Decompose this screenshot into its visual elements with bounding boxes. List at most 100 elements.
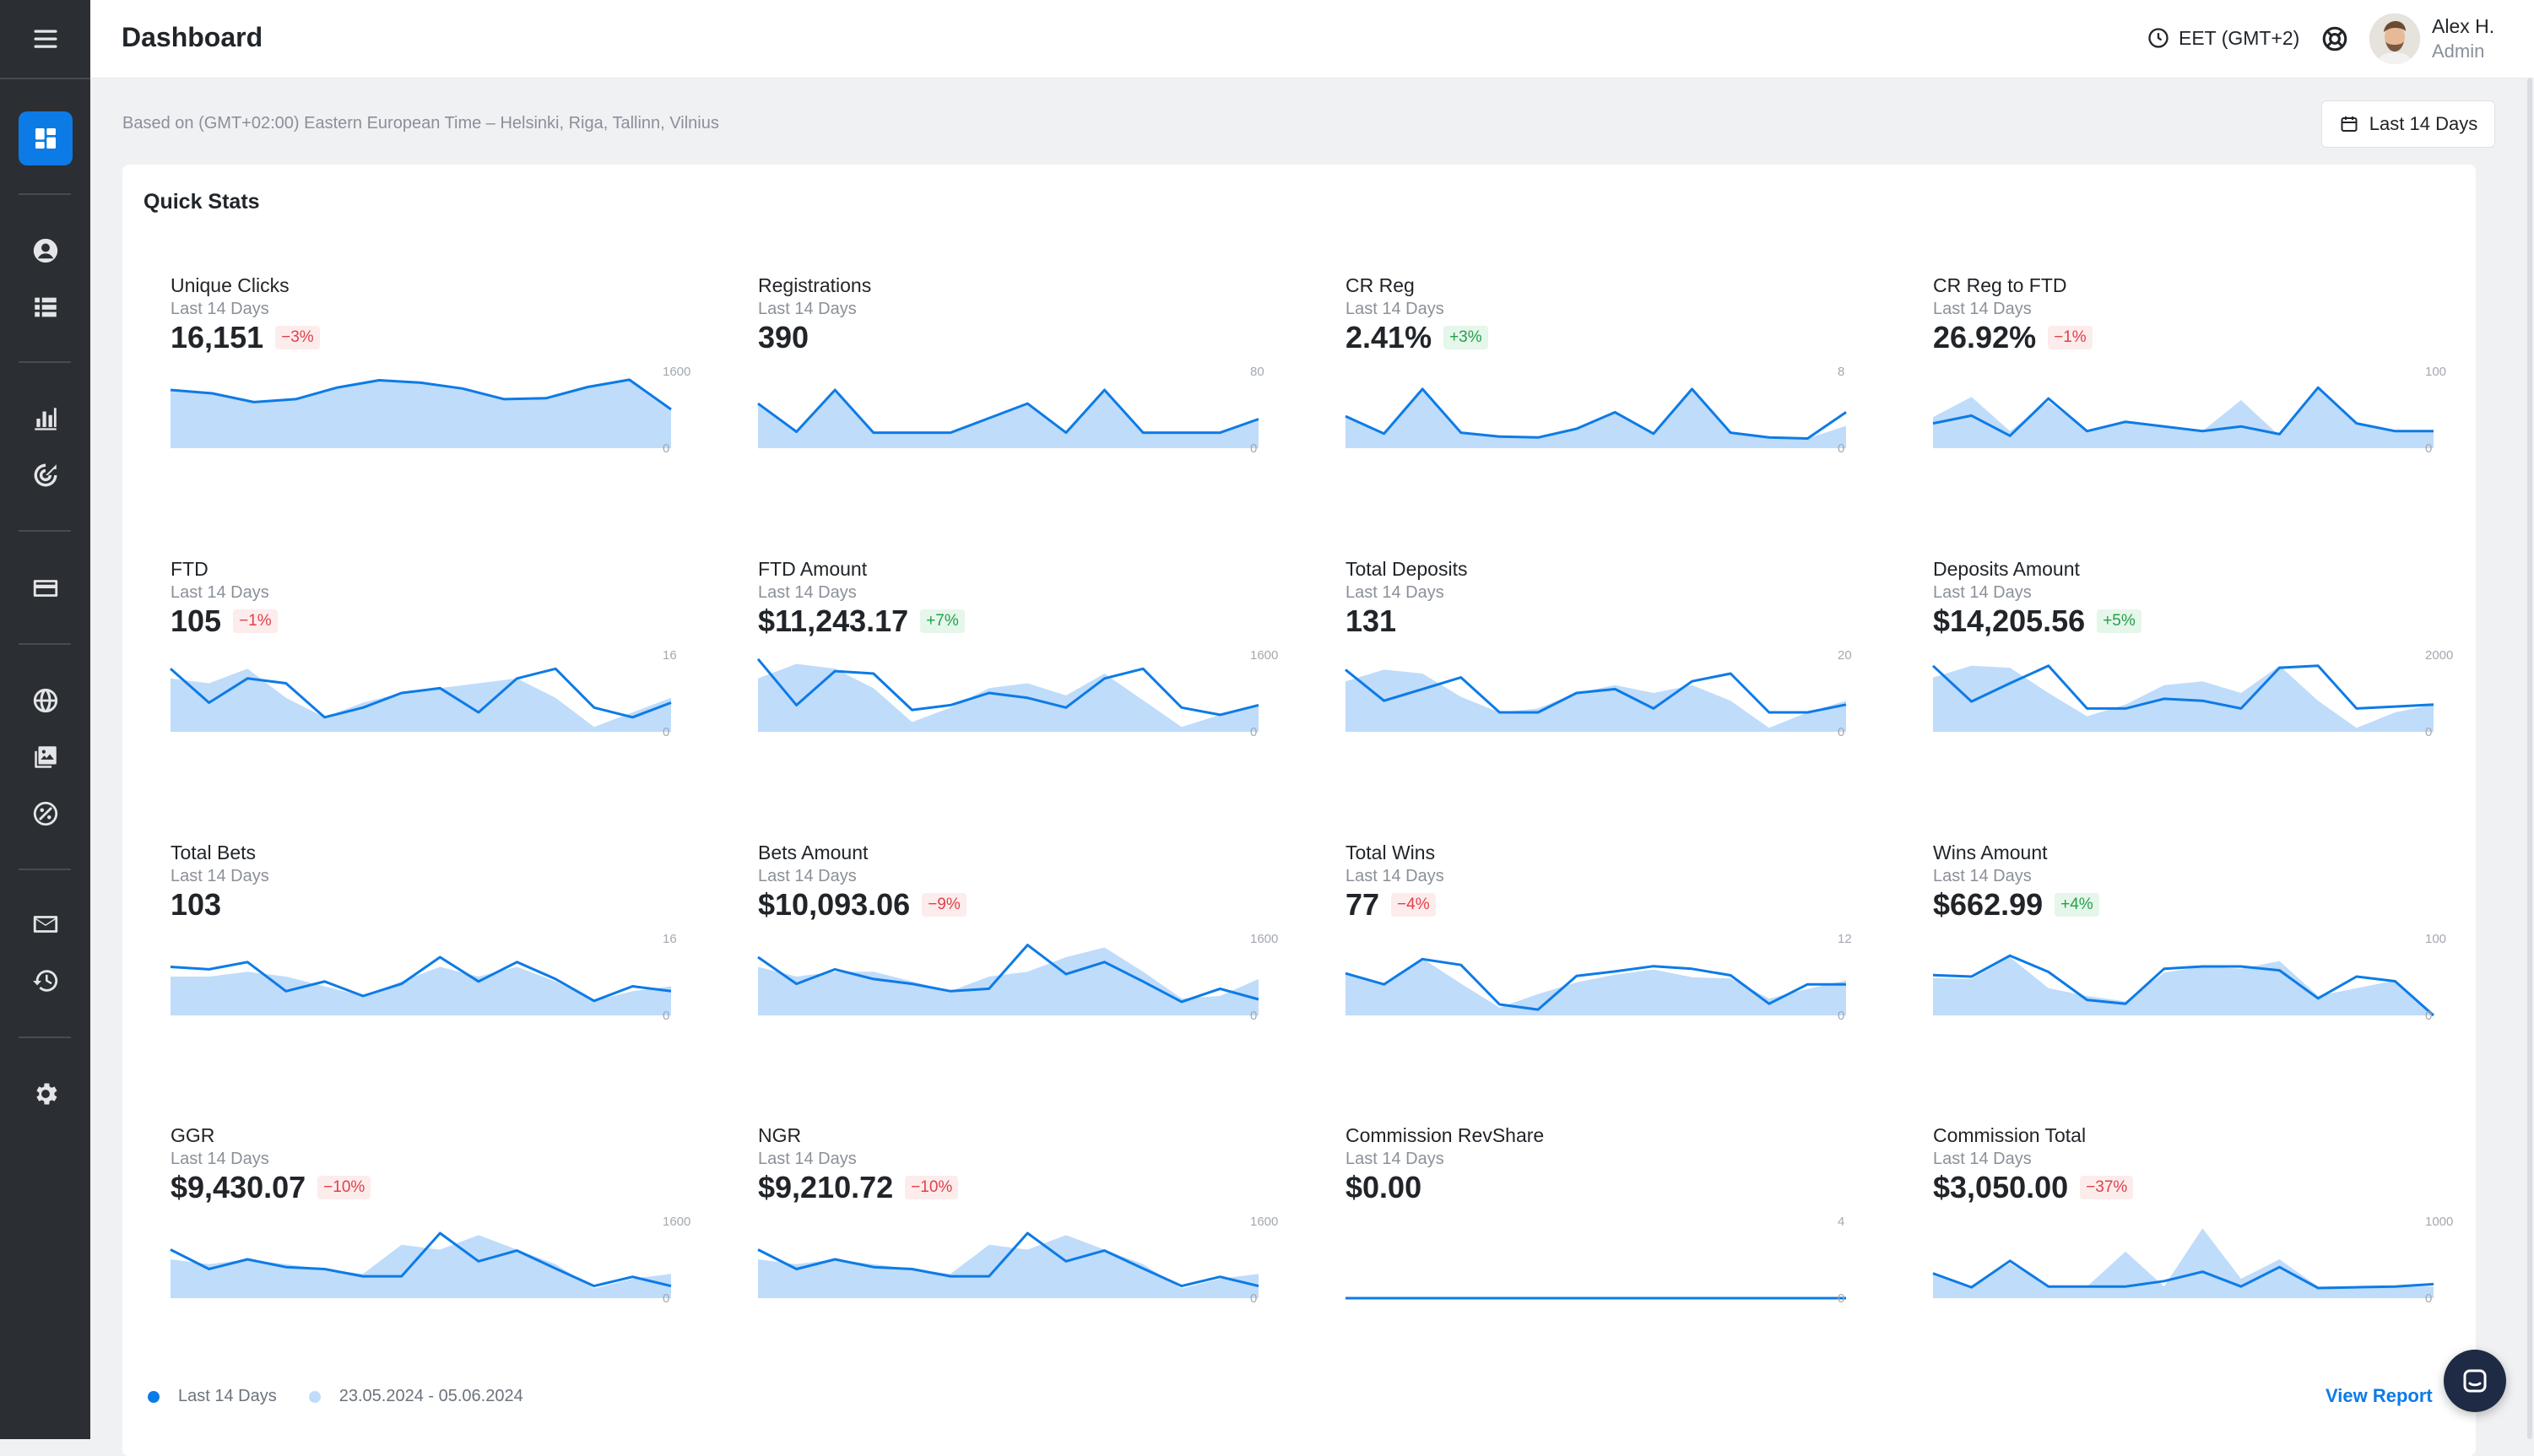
stat-title: Bets Amount (758, 842, 869, 863)
view-report-link[interactable]: View Report (2326, 1385, 2433, 1406)
series-line-current (757, 1231, 1259, 1288)
y-tick-max: 2000 (2425, 648, 2453, 663)
globe-icon (33, 688, 57, 713)
sidebar-item-history[interactable] (0, 953, 90, 1009)
series-area-previous (1346, 388, 1846, 448)
menu-toggle-button[interactable] (0, 0, 90, 79)
mail-icon (33, 916, 57, 933)
stat-sparkline[interactable]: 1600 0 (170, 1215, 690, 1306)
sidebar-item-commissions[interactable] (0, 786, 90, 842)
stat-sparkline[interactable]: 1000 0 (1932, 1215, 2453, 1306)
series-area-previous (1933, 387, 2434, 448)
stat-card[interactable]: Bets Amount Last 14 Days $10,093.06 −9% 1600… (757, 842, 1278, 1078)
stat-sparkline[interactable]: 80 0 (757, 365, 1264, 456)
stat-card[interactable]: FTD Amount Last 14 Days $11,243.17 +7% 1600 0 (756, 558, 1278, 794)
y-tick-min: 0 (2425, 1291, 2432, 1306)
change-badge: +3% (1443, 326, 1488, 349)
stat-card[interactable]: CR Reg to FTD Last 14 Days 26.92% −1% 100 0 (1932, 274, 2446, 511)
stat-card[interactable]: CR Reg Last 14 Days 2.41% +3% 8 0 (1345, 274, 1852, 511)
sidebar-item-list[interactable] (0, 279, 90, 335)
stat-title: NGR (758, 1124, 802, 1146)
stat-card[interactable]: Commission RevShare Last 14 Days $0.00 4 0 (1346, 1124, 1852, 1361)
series-area-previous (1933, 1228, 2434, 1298)
stat-period: Last 14 Days (1933, 300, 2032, 318)
sidebar-divider (19, 193, 71, 195)
y-tick-min: 0 (2425, 725, 2432, 739)
list-icon (34, 297, 57, 317)
y-tick-max: 100 (2425, 932, 2446, 946)
timezone-selector[interactable]: EET (GMT+2) (2147, 26, 2299, 50)
lifebuoy-icon[interactable] (2320, 24, 2349, 53)
stat-card[interactable]: FTD Last 14 Days 105 −1% 16 0 (170, 558, 677, 794)
scrollbar-thumb[interactable] (2527, 78, 2532, 1439)
stat-sparkline[interactable]: 16 0 (170, 932, 677, 1023)
stat-value-row: $9,210.72 −10% (758, 1166, 959, 1209)
stat-value: 2.41% (1346, 320, 1432, 355)
sidebar-divider (19, 361, 71, 363)
stat-sparkline[interactable]: 1600 0 (757, 932, 1278, 1023)
change-badge: −1% (233, 609, 278, 633)
avatar[interactable] (2369, 14, 2420, 64)
stat-value: $9,210.72 (758, 1170, 894, 1204)
sidebar-item-campaigns[interactable] (0, 447, 90, 503)
page-scrollbar[interactable] (2526, 78, 2534, 1439)
stat-card[interactable]: Total Wins Last 14 Days 77 −4% 12 0 (1345, 842, 1852, 1078)
stat-card[interactable]: Total Deposits Last 14 Days 131 20 0 (1345, 558, 1852, 794)
stat-sparkline[interactable]: 100 0 (1932, 932, 2446, 1023)
y-tick-min: 0 (663, 1009, 669, 1023)
series-area-previous (1933, 957, 2434, 1015)
stat-sparkline[interactable]: 80 (1345, 365, 1852, 456)
series-line-current (756, 658, 1259, 717)
stat-value-row: $11,243.17 +7% (758, 600, 965, 642)
y-tick-max: 4 (1838, 1215, 1844, 1229)
stat-card[interactable]: Registrations Last 14 Days 390 80 0 (757, 274, 1264, 511)
series-area-previous (758, 390, 1259, 448)
legend-item-previous[interactable]: 23.05.2024 - 05.06.2024 (308, 1387, 523, 1406)
y-tick-max: 1600 (663, 365, 690, 379)
stat-sparkline[interactable]: 1600 0 (756, 648, 1278, 739)
stat-card[interactable]: Wins Amount Last 14 Days $662.99 +4% 100 0 (1932, 842, 2446, 1078)
stat-period: Last 14 Days (758, 300, 857, 318)
user-name: Alex H. (2432, 15, 2495, 37)
sidebar-item-messages[interactable] (0, 896, 90, 952)
series-line-current (1932, 386, 2434, 437)
user-photo (2369, 14, 2420, 64)
stat-card[interactable]: GGR Last 14 Days $9,430.07 −10% 1600 0 (170, 1124, 690, 1361)
legend-item-current[interactable]: Last 14 Days (148, 1387, 277, 1406)
sidebar-item-settings[interactable] (0, 1066, 90, 1122)
stat-card[interactable]: NGR Last 14 Days $9,210.72 −10% 1600 0 (757, 1124, 1278, 1361)
stat-sparkline[interactable]: 100 0 (1932, 365, 2446, 456)
stat-value-row: 390 (758, 317, 809, 359)
sidebar-item-payments[interactable] (0, 560, 90, 616)
series-line-current (170, 1231, 672, 1288)
stat-card[interactable]: Deposits Amount Last 14 Days $14,205.56 +5%… (1931, 558, 2453, 794)
stat-value: $14,205.56 (1933, 604, 2086, 638)
stat-sparkline[interactable]: 16 0 (170, 648, 677, 739)
user-icon (33, 238, 57, 263)
series-line-current (170, 378, 672, 411)
stat-sparkline[interactable]: 2000 0 (1931, 648, 2453, 739)
sidebar-item-sites[interactable] (0, 673, 90, 728)
stat-card[interactable]: Unique Clicks Last 14 Days 16,151 −3% 1600 0 (170, 274, 690, 511)
stat-sparkline[interactable]: 1600 0 (170, 365, 690, 456)
sidebar-item-reports[interactable] (0, 391, 90, 447)
stat-period: Last 14 Days (171, 1150, 269, 1168)
stat-sparkline[interactable]: 12 0 (1345, 932, 1852, 1023)
sidebar-item-profile[interactable] (0, 223, 90, 279)
y-tick-max: 8 (1838, 365, 1844, 379)
date-range-button[interactable]: Last 14 Days (2321, 100, 2495, 148)
stat-title: Unique Clicks (171, 274, 290, 296)
stat-value: 390 (758, 320, 809, 355)
bar-chart-icon (34, 408, 57, 430)
stat-sparkline[interactable]: 40 (1346, 1215, 1852, 1306)
series-area-previous (171, 966, 671, 1015)
stat-sparkline[interactable]: 20 0 (1345, 648, 1852, 739)
stat-sparkline[interactable]: 1600 0 (757, 1215, 1278, 1306)
chat-button[interactable] (2444, 1350, 2506, 1412)
stat-card[interactable]: Commission Total Last 14 Days $3,050.00 −37… (1932, 1124, 2453, 1361)
sidebar-item-media[interactable] (0, 729, 90, 785)
sidebar-item-dashboard[interactable] (0, 111, 90, 166)
stat-card[interactable]: Total Bets Last 14 Days 103 16 0 (170, 842, 677, 1078)
y-tick-min: 0 (2425, 1009, 2432, 1023)
stat-value-row: 103 (171, 884, 221, 926)
